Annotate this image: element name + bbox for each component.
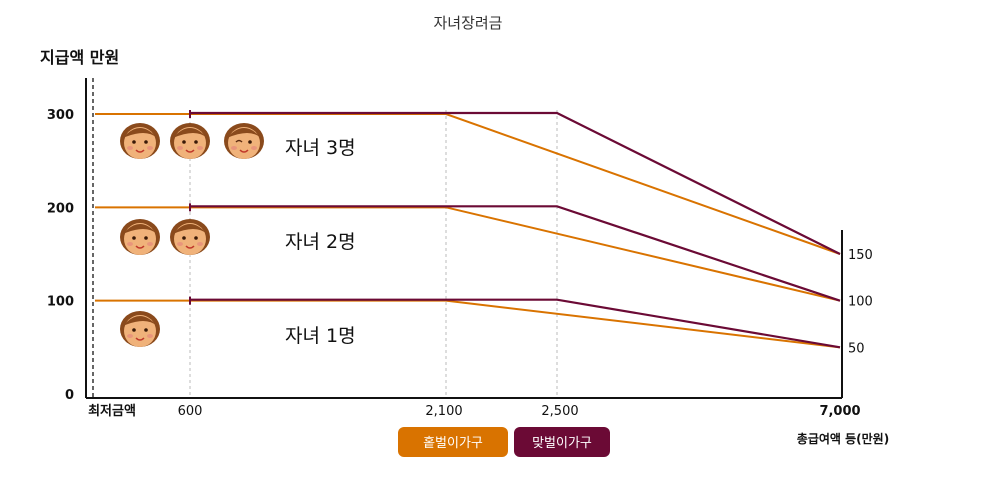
group-label: 자녀 1명 <box>285 325 356 347</box>
child-face-icon <box>224 123 264 159</box>
child-face-icon <box>120 219 160 255</box>
y-tick-label: 300 <box>47 108 74 123</box>
series-line-single-2 <box>95 206 841 302</box>
y-axis-label: 지급액 만원 <box>40 48 119 67</box>
legend-label: 맞벌이가구 <box>532 436 592 451</box>
child-face-icon <box>170 123 210 159</box>
x-tick-label: 최저금액 <box>88 404 136 419</box>
legend-swatch <box>514 427 610 457</box>
x-tick-label: 600 <box>178 404 203 419</box>
series-line-single-1 <box>95 299 841 349</box>
legend-label: 홑벌이가구 <box>423 436 483 451</box>
child-face-icon <box>170 219 210 255</box>
child-face-icon <box>120 311 160 347</box>
child-face-icon <box>120 123 160 159</box>
series-line-dual-2 <box>190 205 841 302</box>
y-tick-label: 0 <box>65 388 74 403</box>
chart-title: 자녀장려금 <box>433 14 502 32</box>
y-tick-label: 100 <box>47 295 74 310</box>
right-tick-label: 50 <box>848 341 865 356</box>
group-label: 자녀 3명 <box>285 137 356 159</box>
right-tick-label: 100 <box>848 295 873 310</box>
x-axis-label: 총급여액 등(만원) <box>797 431 889 446</box>
x-tick-label: 2,100 <box>425 404 462 419</box>
right-tick-label: 150 <box>848 248 873 263</box>
legend-swatch <box>398 427 508 457</box>
x-tick-label: 7,000 <box>819 404 860 419</box>
series-line-dual-1 <box>190 298 841 349</box>
y-tick-label: 200 <box>47 201 74 216</box>
x-tick-label: 2,500 <box>541 404 578 419</box>
series-line-dual-3 <box>190 111 841 255</box>
group-label: 자녀 2명 <box>285 231 356 253</box>
